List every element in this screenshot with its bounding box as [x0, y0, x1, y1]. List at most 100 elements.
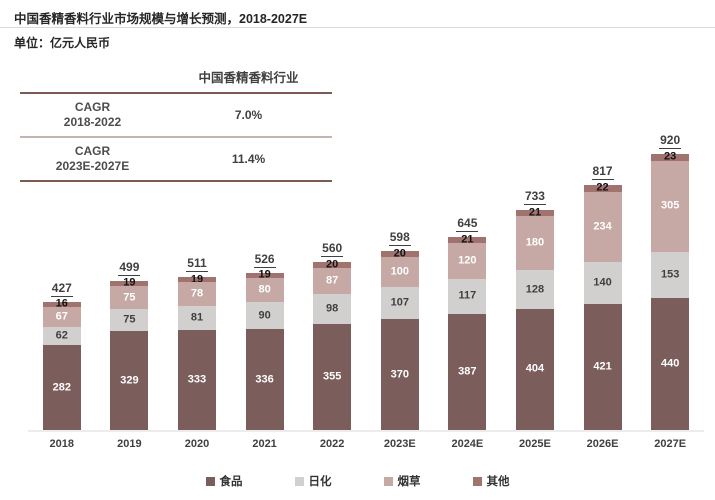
bar-total-label: 733: [523, 189, 546, 206]
bar-column: 920 23 305 153 440: [636, 133, 704, 430]
segment-value-label: 153: [660, 268, 680, 281]
cagr-period-cell: CAGR 2023E-2027E: [20, 138, 165, 180]
bar-segment: 140: [583, 261, 622, 304]
bar-stack: 16 67 62 282: [42, 297, 81, 430]
segment-value-label: 75: [123, 313, 136, 326]
bar-segment: 75: [110, 308, 149, 332]
bar-segment: 180: [515, 216, 554, 271]
bar-total-label: 526: [253, 251, 276, 268]
segment-value-label: 87: [326, 274, 339, 287]
segment-value-label: 282: [52, 381, 71, 394]
cagr-value: 7.0%: [234, 108, 263, 122]
bar-column: 598 20 100 107 370: [366, 230, 434, 430]
segment-value-label: 333: [187, 373, 207, 386]
segment-value-label: 80: [258, 283, 271, 296]
bar-stack: 23 305 153 440: [651, 151, 690, 430]
segment-value-label: 117: [458, 289, 477, 302]
bar-segment: 87: [313, 268, 352, 295]
cagr-table-header: 中国香精香料行业: [198, 70, 299, 85]
cagr-table-header-row: 中国香精香料行业: [20, 60, 332, 94]
legend-swatch: [472, 476, 482, 486]
bar-total-label: 920: [659, 132, 682, 149]
bar-segment: 387: [448, 313, 487, 430]
bar-stack: 19 75 75 329: [110, 276, 149, 430]
segment-value-label: 16: [55, 297, 68, 310]
x-axis-label: 2022: [319, 438, 345, 450]
x-axis-label: 2018: [49, 438, 75, 450]
bar-segment: 355: [313, 323, 352, 430]
x-axis-label: 2027E: [654, 438, 687, 450]
bar-segment: 62: [42, 326, 81, 346]
bar-total-label: 645: [456, 215, 479, 232]
bar-column: 560 20 87 98 355: [298, 241, 366, 430]
segment-value-label: 19: [190, 273, 204, 286]
legend-item: 食品: [205, 473, 243, 489]
x-axis-labels: 2018 2019 2020 2021 2022 2023E 2024E 2025E 2026E…: [28, 438, 704, 450]
bar-segment: 80: [245, 278, 284, 303]
bar-stack: 20 100 107 370: [380, 247, 419, 430]
title-divider: [0, 27, 715, 28]
bar-segment: 404: [515, 308, 554, 430]
stacked-bar-chart: 427 16 67 62 282 499 19 75 75 329 511 19 78 81 333 526 1…: [28, 130, 704, 432]
segment-value-label: 404: [525, 362, 545, 375]
segment-value-label: 22: [596, 181, 609, 194]
bar-segment: 21: [515, 207, 554, 218]
bar-segment: 128: [515, 270, 554, 309]
bar-segment: 421: [583, 303, 622, 430]
segment-value-label: 20: [326, 258, 339, 271]
bar-segment: 333: [177, 330, 216, 430]
bar-column: 511 19 78 81 333: [163, 256, 231, 430]
bar-stack: 19 80 90 336: [245, 268, 284, 430]
bar-segment: 67: [42, 306, 81, 327]
legend-item: 日化: [294, 473, 332, 489]
bar-total-label: 499: [118, 259, 141, 276]
bar-segment: 100: [380, 256, 419, 287]
segment-value-label: 120: [458, 254, 477, 267]
segment-value-label: 90: [258, 309, 271, 322]
x-axis-label: 2024E: [451, 438, 484, 450]
bar-segment: 98: [313, 294, 352, 324]
bar-total-label: 598: [388, 229, 411, 246]
bar-segment: 370: [380, 319, 419, 430]
bar-segment: 81: [177, 305, 216, 331]
bar-total-label: 427: [50, 280, 73, 297]
legend-label: 其他: [486, 476, 510, 488]
bar-stack: 19 78 81 333: [177, 273, 216, 430]
x-axis-label: 2025E: [519, 438, 551, 450]
segment-value-label: 19: [123, 276, 136, 289]
legend-label: 食品: [219, 476, 243, 488]
bar-column: 645 21 120 117 387: [434, 216, 502, 430]
bar-segment: 19: [177, 273, 216, 286]
segment-value-label: 78: [190, 287, 204, 300]
x-axis-label: 2020: [184, 438, 210, 450]
bar-stack: 21 120 117 387: [448, 234, 487, 430]
segment-value-label: 329: [120, 374, 139, 387]
segment-value-label: 98: [326, 302, 339, 315]
unit-label: 单位：亿元人民币: [14, 36, 111, 50]
segment-value-label: 305: [660, 199, 680, 212]
x-axis-label: 2019: [117, 438, 142, 450]
legend-item: 烟草: [383, 473, 421, 489]
bar-segment: 90: [245, 302, 284, 330]
cagr-period-line1: CAGR: [74, 144, 111, 158]
legend-swatch: [294, 476, 304, 486]
bar-segment: 21: [448, 234, 487, 245]
bar-total-label: 511: [186, 255, 208, 272]
segment-value-label: 20: [393, 247, 406, 260]
segment-value-label: 421: [593, 360, 612, 373]
bar-total-label: 817: [591, 163, 614, 180]
x-axis-label: 2023E: [383, 438, 416, 450]
bar-column: 526 19 80 90 336: [231, 252, 299, 430]
table-row: CAGR 2023E-2027E 11.4%: [20, 138, 332, 182]
segment-value-label: 19: [258, 268, 271, 281]
bar-segment: 329: [110, 331, 149, 430]
bar-column: 499 19 75 75 329: [96, 260, 164, 430]
bar-segment: 19: [110, 276, 149, 289]
table-row: CAGR 2018-2022 7.0%: [20, 94, 332, 138]
bar-stack: 21 180 128 404: [515, 207, 554, 430]
cagr-period-line2: 2023E-2027E: [55, 159, 130, 173]
x-axis-label: 2021: [252, 438, 277, 450]
segment-value-label: 128: [525, 283, 545, 296]
bar-segment: 19: [245, 268, 284, 281]
